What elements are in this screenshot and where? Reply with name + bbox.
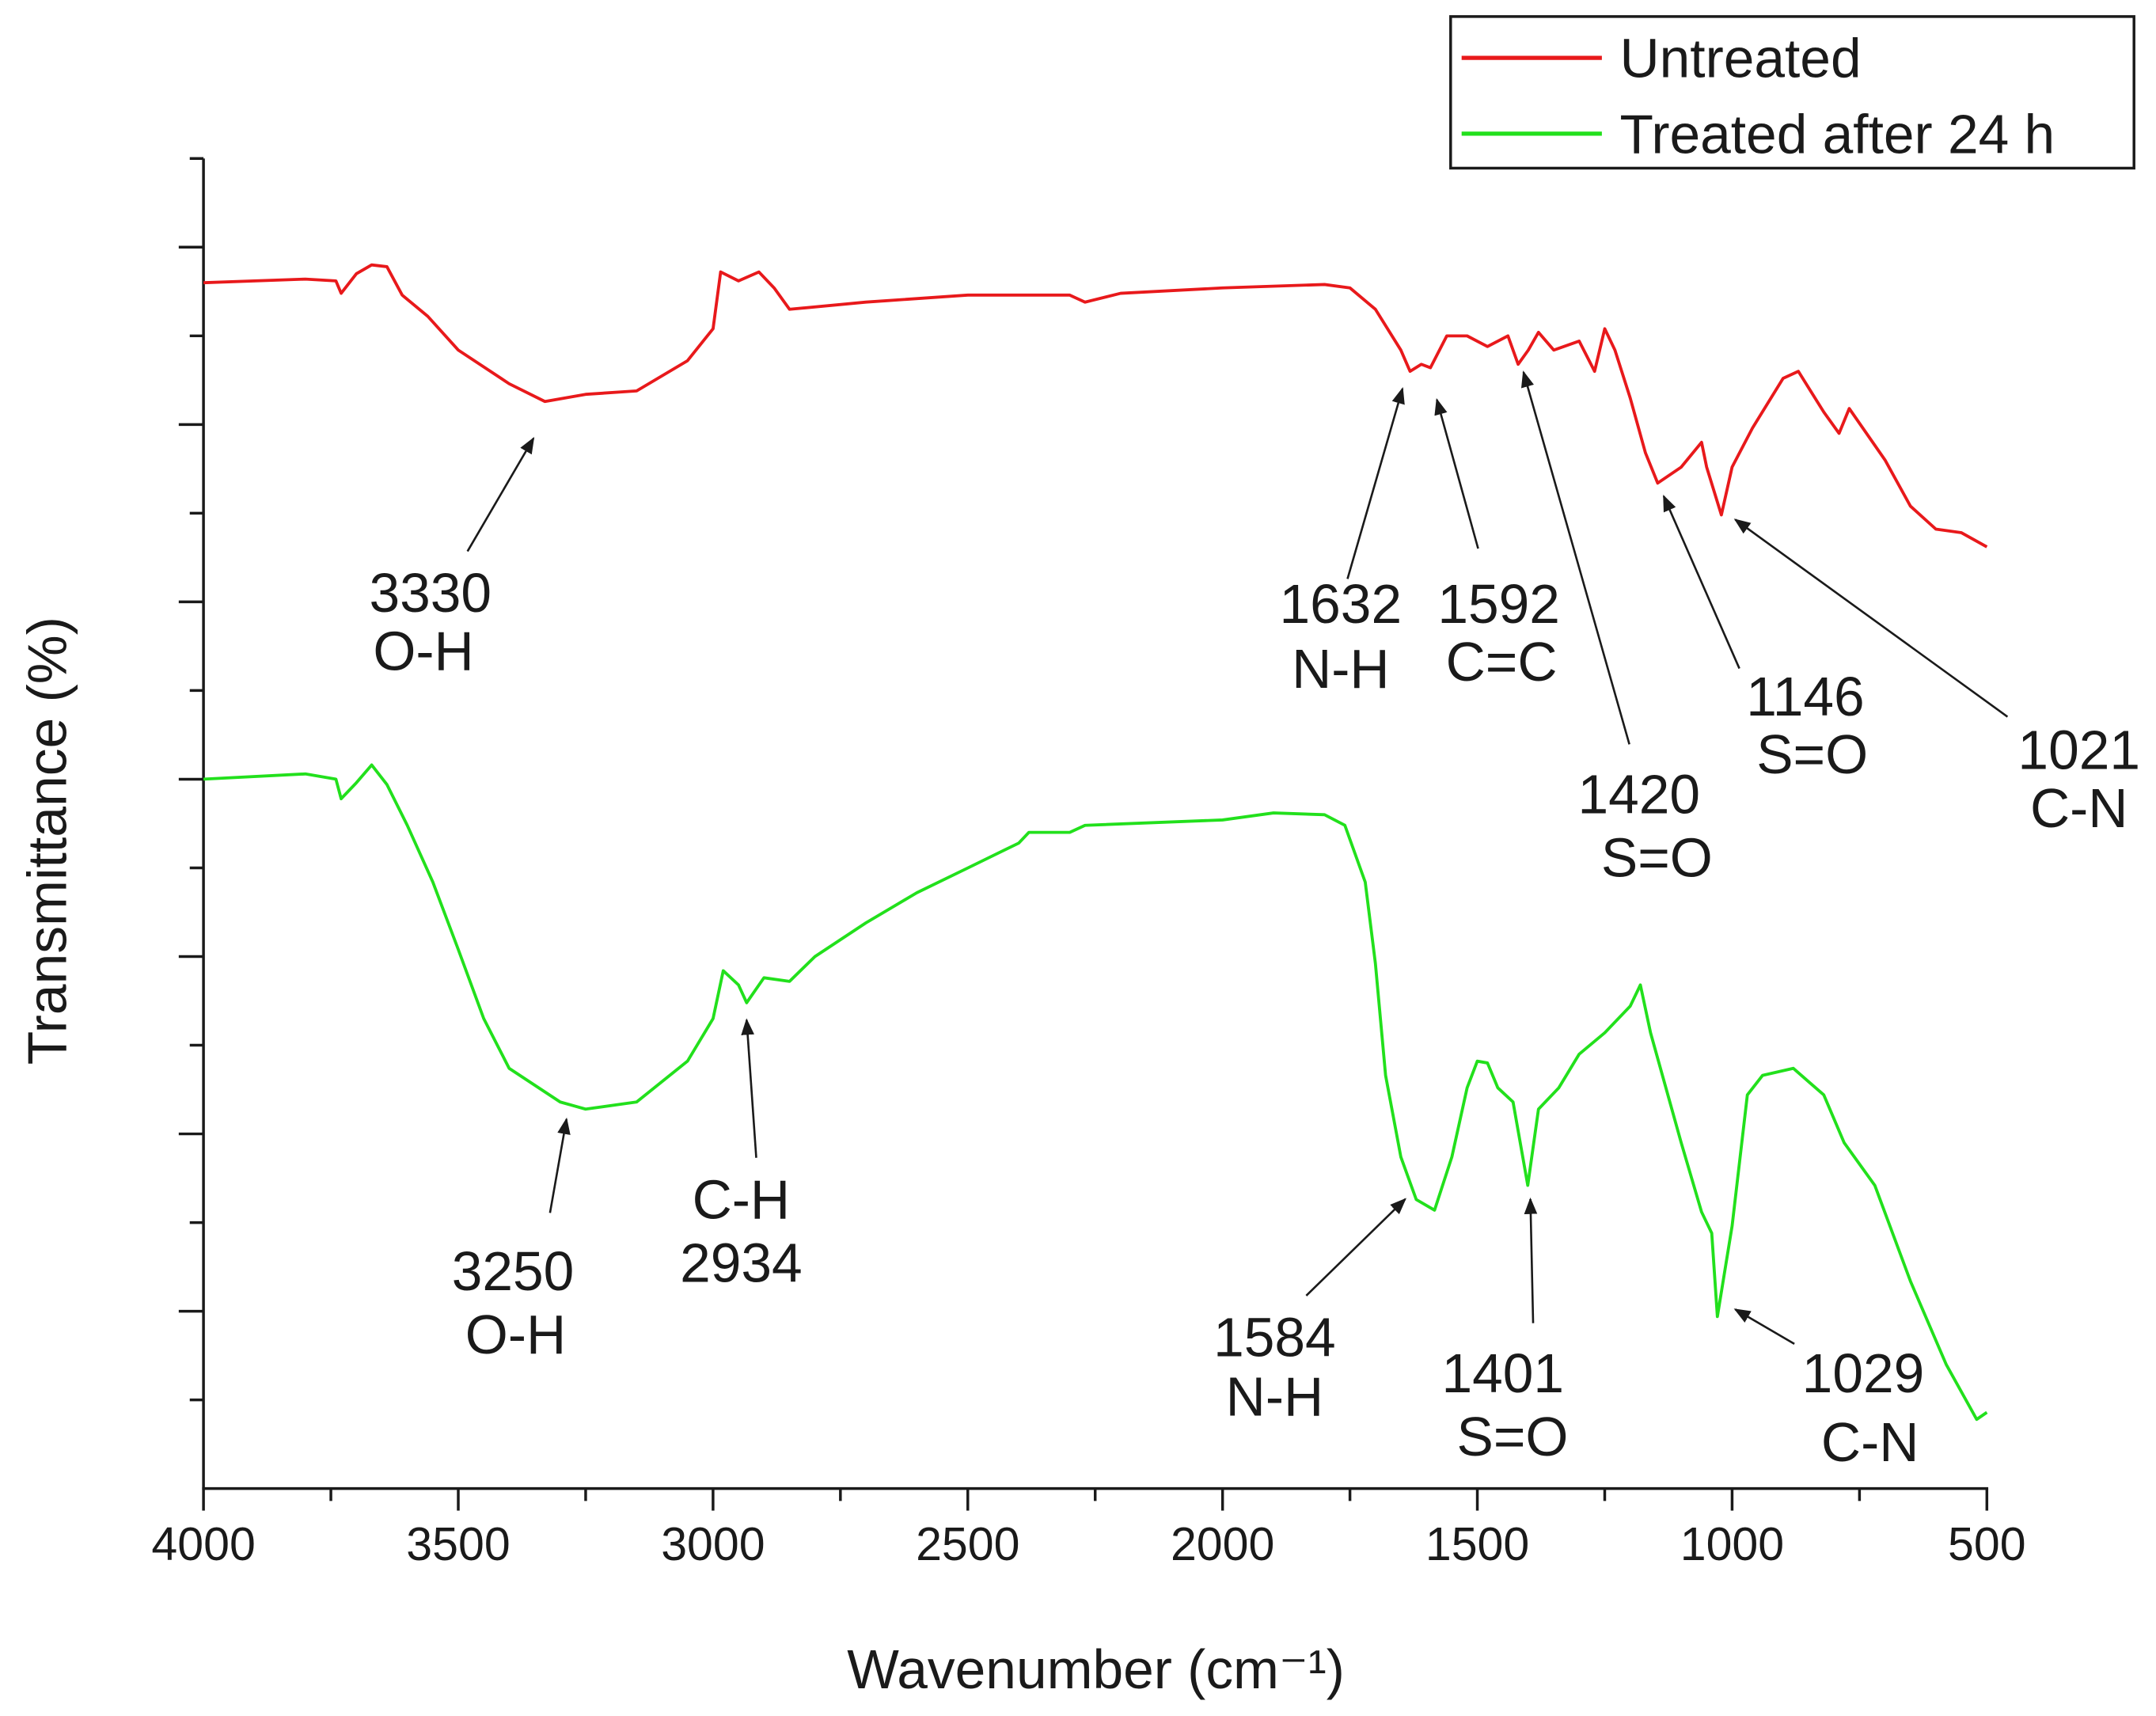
annotation-arrow [548, 1117, 571, 1213]
annotation-text: S=O [1456, 1406, 1568, 1467]
annotation-text: C=C [1446, 631, 1558, 693]
annotation-text: 3330 [369, 562, 492, 624]
x-tick-label: 2500 [916, 1517, 1019, 1570]
x-tick-label: 2000 [1171, 1517, 1274, 1570]
annotation-text: C-H [693, 1168, 790, 1230]
annotation-text: 1584 [1213, 1306, 1336, 1368]
annotation-text: S=O [1601, 826, 1713, 888]
x-tick-label: 1500 [1425, 1517, 1529, 1570]
x-tick-label: 1000 [1680, 1517, 1784, 1570]
annotation-text: C-N [2030, 777, 2128, 839]
annotation-arrow [466, 436, 535, 552]
x-axis-title: Wavenumber (cm⁻¹) [847, 1638, 1345, 1700]
annotation-text: 1021 [2017, 719, 2140, 781]
annotation-text: S=O [1756, 723, 1868, 785]
data-line [203, 263, 1988, 549]
legend-box [1449, 15, 2135, 170]
annotation-arrow [1346, 387, 1405, 579]
annotation-arrow [1733, 518, 2009, 718]
annotation-arrow [741, 1018, 757, 1158]
annotation-arrow [1305, 1198, 1406, 1296]
annotation-text: 1029 [1802, 1342, 1925, 1404]
x-tick-label: 3500 [406, 1517, 510, 1570]
legend-label: Untreated [1619, 27, 1861, 89]
annotation-text: 1592 [1437, 573, 1560, 635]
annotation-arrow [1662, 494, 1740, 670]
annotation-text: 1401 [1442, 1342, 1565, 1404]
annotation-text: 1146 [1746, 666, 1864, 727]
annotation-text: O-H [465, 1304, 566, 1365]
annotation-arrow [1520, 370, 1630, 745]
y-axis-title: Transmittance (%) [16, 617, 78, 1065]
annotation-text: C-N [1821, 1411, 1919, 1473]
annotation-text: N-H [1226, 1365, 1323, 1427]
annotation-text: N-H [1292, 638, 1389, 700]
x-tick-label: 3000 [661, 1517, 765, 1570]
annotation-text: 1632 [1280, 573, 1403, 635]
annotation-arrow [1524, 1197, 1538, 1323]
annotation-arrow [1733, 1308, 1795, 1345]
annotation-text: 1420 [1578, 763, 1701, 825]
annotation-text: 3250 [452, 1240, 575, 1302]
x-tick-label: 4000 [151, 1517, 255, 1570]
annotation-text: 2934 [680, 1232, 803, 1293]
data-line [203, 763, 1988, 1422]
annotation-text: O-H [373, 620, 473, 681]
legend-label: Treated after 24 h [1619, 103, 2055, 165]
x-tick-label: 500 [1948, 1517, 2026, 1570]
annotation-arrow [1434, 397, 1479, 549]
